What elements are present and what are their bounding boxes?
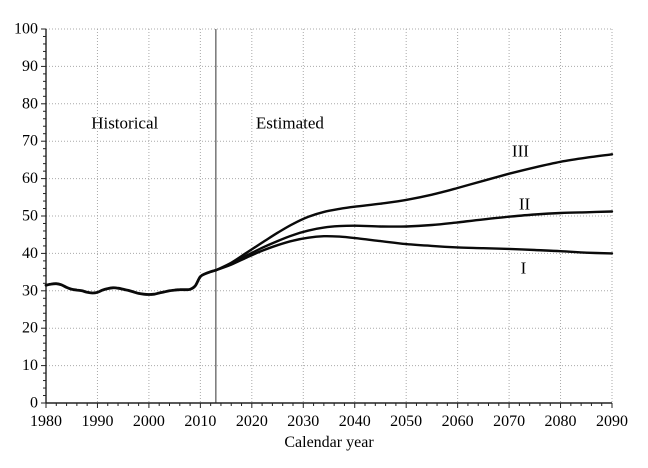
y-tick-label: 60	[22, 170, 38, 187]
x-tick-label: 2060	[442, 413, 474, 430]
y-tick-label: 10	[22, 357, 38, 374]
x-tick-label: 2020	[236, 413, 268, 430]
series-i-line	[214, 234, 614, 272]
y-tick-label: 0	[30, 395, 38, 412]
x-tick-label: 2070	[493, 413, 525, 430]
x-axis-title: Calendar year	[284, 434, 374, 451]
annotation-series-i: I	[520, 258, 527, 278]
y-tick-label: 80	[22, 95, 38, 112]
x-tick-label: 1980	[30, 413, 62, 430]
y-tick-label: 20	[22, 320, 38, 337]
x-tick-label: 2080	[545, 413, 577, 430]
x-tick-label: 2040	[339, 413, 371, 430]
y-tick-label: 70	[22, 133, 38, 150]
annotation-series-iii: III	[511, 141, 529, 161]
x-tick-label: 2010	[184, 413, 216, 430]
annotation-series-ii: II	[518, 194, 531, 214]
x-tick-label: 2000	[133, 413, 165, 430]
y-tick-label: 90	[22, 58, 38, 75]
x-tick-label: 2050	[390, 413, 422, 430]
annotation-estimated: Estimated	[255, 113, 324, 132]
series-historical-line	[44, 268, 218, 296]
annotation-historical: Historical	[91, 113, 159, 132]
x-tick-label: 1990	[81, 413, 113, 430]
y-tick-label: 40	[22, 245, 38, 262]
y-tick-label: 50	[22, 208, 38, 225]
y-tick-label: 30	[22, 282, 38, 299]
x-tick-label: 2030	[287, 413, 319, 430]
x-tick-label: 2090	[596, 413, 628, 430]
series-ii-line	[214, 210, 614, 272]
y-tick-label: 100	[14, 21, 38, 38]
series-iii-line	[214, 153, 614, 272]
